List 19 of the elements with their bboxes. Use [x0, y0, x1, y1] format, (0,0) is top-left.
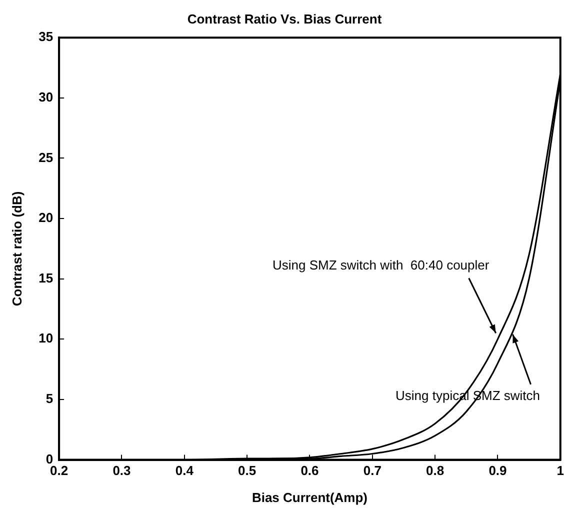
- y-tick-label: 25: [38, 150, 54, 165]
- annotation: Using SMZ switch with 60:40 coupler: [272, 258, 490, 273]
- y-tick-label: 20: [38, 210, 54, 226]
- y-axis-title: Contrast ratio (dB): [9, 191, 24, 306]
- x-tick-label: 0.7: [363, 463, 382, 478]
- y-tick-label: 30: [38, 89, 54, 104]
- x-tick-label: 0.3: [112, 463, 131, 478]
- x-axis-title: Bias Current(Amp): [252, 490, 368, 505]
- y-tick-label: 10: [38, 330, 54, 346]
- x-tick-label: 0.9: [488, 463, 507, 478]
- chart-title: Contrast Ratio Vs. Bias Current: [187, 11, 382, 26]
- x-tick-label: 0.6: [300, 463, 319, 478]
- x-tick-label: 0.4: [175, 463, 194, 478]
- y-tick-label: 5: [46, 391, 54, 406]
- y-tick-label: 15: [38, 270, 54, 286]
- y-tick-label: 35: [38, 29, 54, 44]
- x-tick-label: 0.8: [426, 463, 444, 478]
- x-tick-label: 0.5: [238, 463, 256, 478]
- x-tick-label: 1: [556, 463, 564, 478]
